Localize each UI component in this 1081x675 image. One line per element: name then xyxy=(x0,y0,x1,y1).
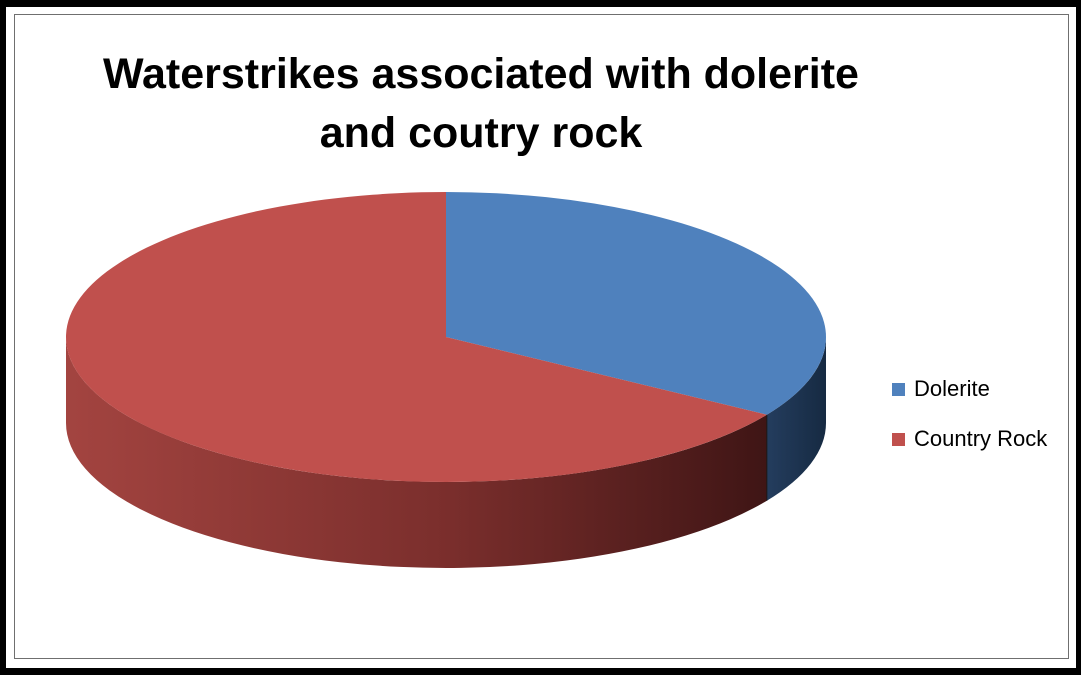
legend-swatch-country-rock xyxy=(892,432,905,446)
legend-item-country-rock: Country Rock xyxy=(892,426,1048,451)
pie-slice-dolerite xyxy=(446,192,826,415)
pie-slice-country-rock xyxy=(66,192,767,483)
legend-label-dolerite: Dolerite xyxy=(914,376,990,401)
legend-item-dolerite: Dolerite xyxy=(892,376,990,401)
pie-side-country-rock xyxy=(66,337,767,569)
pie-side-dolerite xyxy=(766,337,826,501)
legend-label-country-rock: Country Rock xyxy=(914,426,1048,451)
chart-title: Waterstrikes associated with dolerite an… xyxy=(103,50,859,157)
legend-swatch-dolerite xyxy=(892,382,905,396)
pie-chart xyxy=(66,192,826,569)
